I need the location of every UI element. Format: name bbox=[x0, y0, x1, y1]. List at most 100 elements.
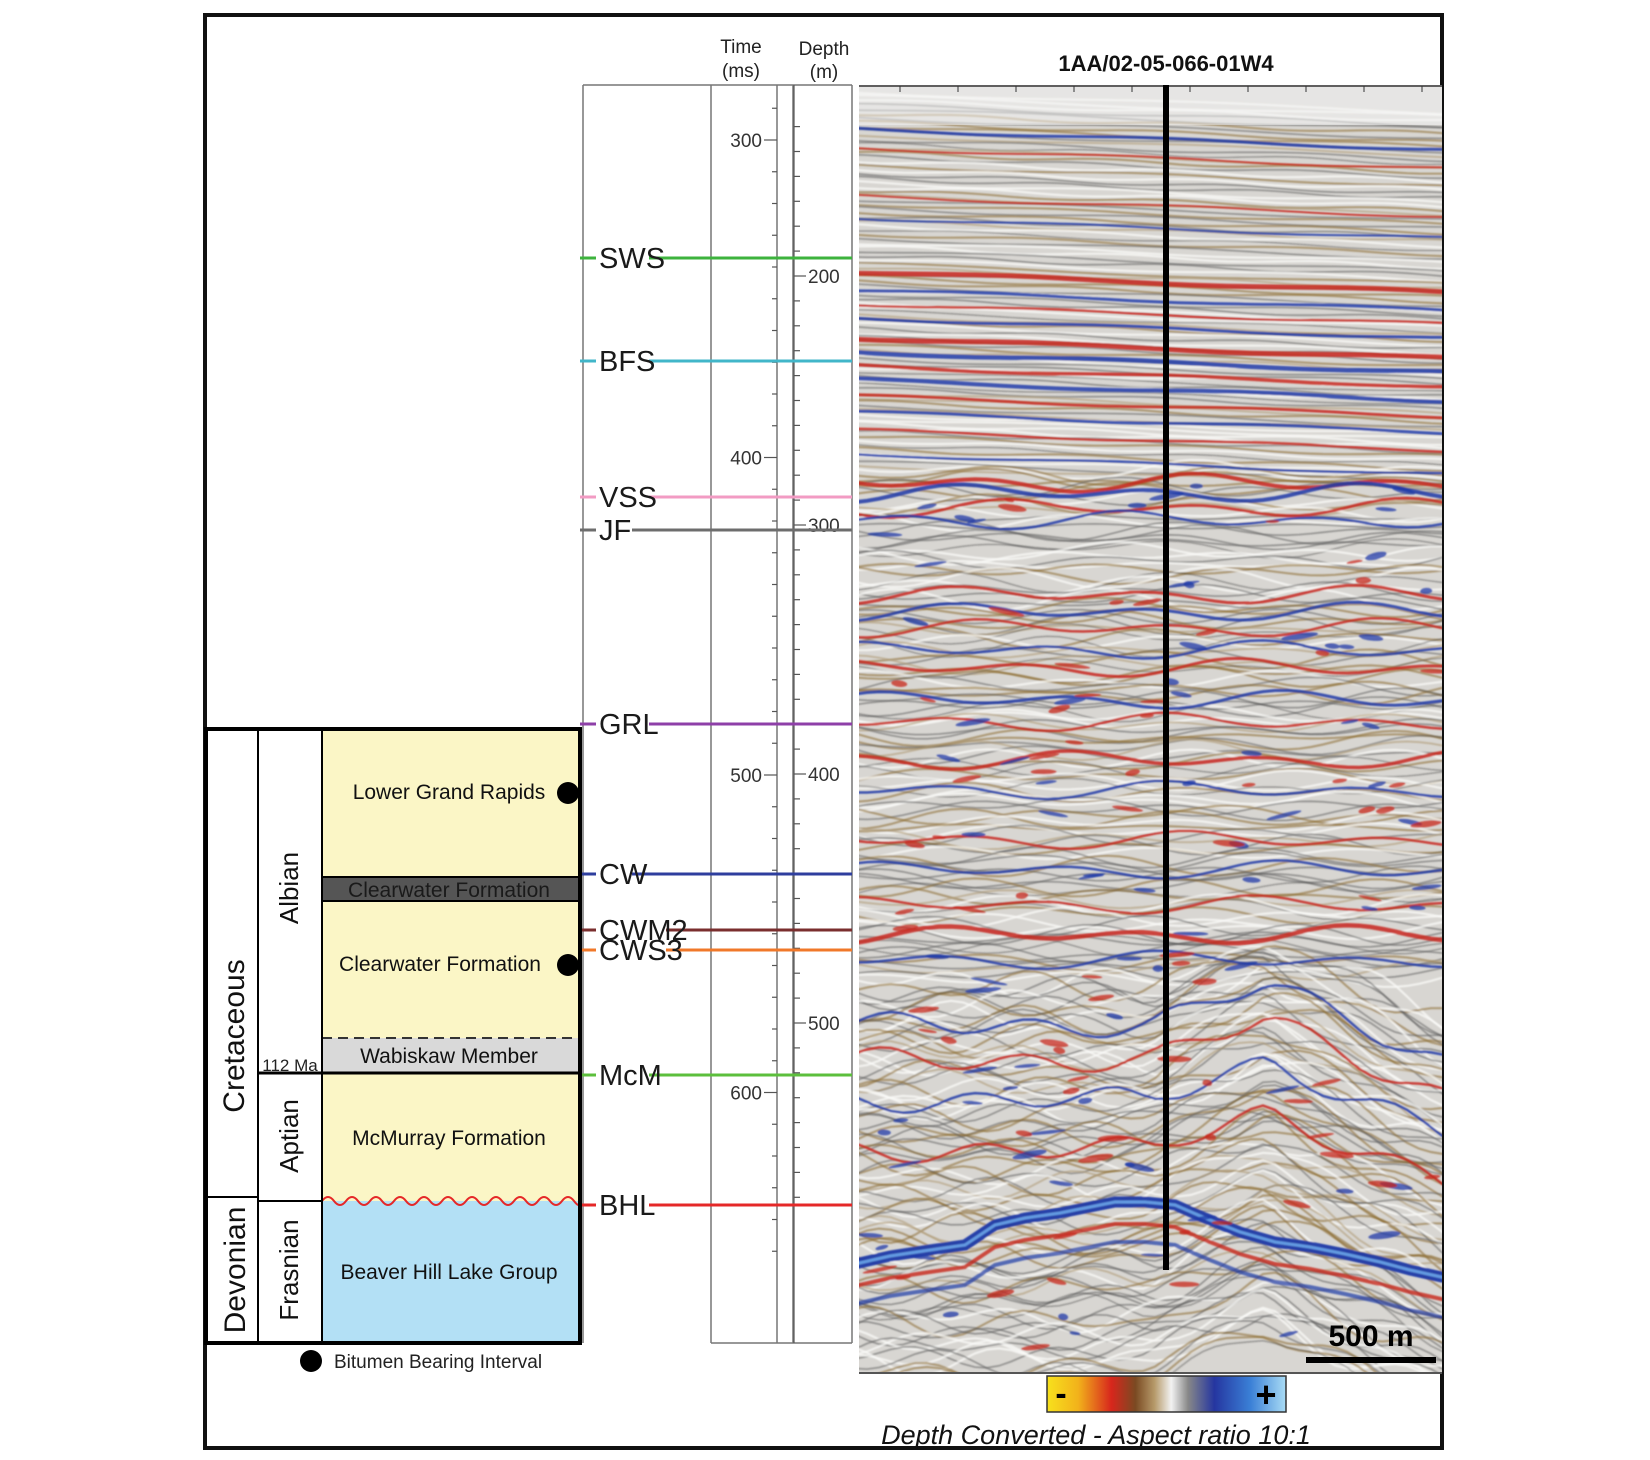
seismic-amplitude-blob bbox=[1419, 587, 1433, 594]
seismic-amplitude-blob bbox=[1140, 699, 1169, 704]
depth-tick-label: 200 bbox=[808, 267, 840, 288]
seismic-amplitude-blob bbox=[1361, 906, 1378, 911]
seismic-amplitude-blob bbox=[1311, 1078, 1342, 1087]
seismic-trace bbox=[859, 877, 1442, 898]
bitumen-marker-clearwater bbox=[557, 954, 579, 976]
seismic-trace bbox=[859, 1285, 1442, 1362]
seismic-amplitude-blob bbox=[1212, 839, 1245, 847]
seismic-trace bbox=[859, 865, 1442, 884]
amplitude-colorbar: - + bbox=[1046, 1374, 1287, 1415]
seismic-amplitude-blob bbox=[1039, 1039, 1069, 1048]
seismic-reflector bbox=[859, 779, 1442, 801]
seismic-amplitude-blob bbox=[1355, 577, 1372, 584]
seismic-trace bbox=[859, 717, 1442, 740]
seismic-trace bbox=[859, 1138, 1442, 1218]
seismic-trace bbox=[859, 657, 1442, 679]
seismic-amplitude-blob bbox=[953, 906, 987, 914]
seismic-amplitude-blob bbox=[1281, 632, 1318, 641]
seismic-amplitude-blob bbox=[1035, 780, 1057, 785]
seismic-trace bbox=[859, 169, 1442, 191]
seismic-amplitude-blob bbox=[1424, 1174, 1441, 1180]
seismic-trace bbox=[859, 1040, 1442, 1094]
seismic-amplitude-blob bbox=[1368, 1231, 1401, 1240]
seismic-trace bbox=[859, 261, 1442, 284]
seismic-amplitude-blob bbox=[1065, 740, 1084, 745]
seismic-trace bbox=[859, 1052, 1442, 1127]
seismic-amplitude-blob bbox=[1171, 960, 1191, 966]
seismic-trace bbox=[859, 308, 1442, 335]
seismic-trace bbox=[859, 420, 1442, 446]
seismic-amplitude-blob bbox=[1375, 806, 1395, 814]
seismic-amplitude-blob bbox=[1020, 1344, 1050, 1351]
seismic-trace bbox=[859, 1319, 1382, 1373]
seismic-amplitude-blob bbox=[1012, 1149, 1047, 1160]
seismic-amplitude-blob bbox=[936, 754, 961, 763]
time-header-line1: Time bbox=[720, 37, 762, 58]
seismic-trace bbox=[859, 150, 1442, 175]
seismic-reflector bbox=[859, 859, 1442, 880]
seismic-reflector bbox=[859, 894, 1442, 915]
seismic-amplitude-blob bbox=[1332, 778, 1348, 784]
seismic-trace bbox=[859, 141, 1442, 166]
seismic-trace bbox=[859, 1008, 1442, 1079]
seismic-reflector bbox=[859, 126, 1442, 151]
seismic-amplitude-blob bbox=[1283, 1099, 1313, 1104]
seismic-reflector bbox=[859, 409, 1442, 436]
seismic-amplitude-blob bbox=[1358, 806, 1376, 814]
basement-reflector-highlight bbox=[859, 1200, 1442, 1279]
seismic-trace bbox=[859, 467, 1442, 490]
seismic-amplitude-blob bbox=[961, 832, 986, 837]
seismic-trace bbox=[859, 294, 1442, 318]
seismic-trace bbox=[859, 822, 1442, 843]
seismic-reflector bbox=[859, 393, 1442, 420]
seismic-top-ticks bbox=[899, 86, 1423, 92]
seismic-amplitude-blob bbox=[909, 1254, 936, 1260]
seismic-amplitude-blob bbox=[1013, 1063, 1041, 1069]
period-label-devonian: Devonian bbox=[219, 1207, 252, 1334]
seismic-trace bbox=[859, 204, 1442, 225]
seismic-amplitude-blob bbox=[1030, 769, 1057, 775]
seismic-amplitude-blob bbox=[1054, 697, 1086, 705]
time-tick-label: 400 bbox=[730, 449, 762, 470]
seismic-amplitude-blob bbox=[1346, 559, 1363, 564]
seismic-trace bbox=[859, 1314, 1442, 1367]
depth-tick-label: 400 bbox=[808, 765, 840, 786]
seismic-trace bbox=[859, 139, 1442, 163]
seismic-amplitude-blob bbox=[1140, 1253, 1166, 1257]
seismic-trace bbox=[859, 187, 1442, 209]
seismic-amplitude-blob bbox=[1409, 905, 1426, 911]
seismic-trace bbox=[859, 153, 1442, 180]
seismic-amplitude-blob bbox=[1195, 629, 1218, 636]
seismic-amplitude-blob bbox=[1392, 486, 1416, 495]
seismic-reflector bbox=[859, 949, 1442, 971]
seismic-amplitude-blob bbox=[1179, 641, 1208, 651]
time-header-line2: (ms) bbox=[722, 61, 760, 82]
seismic-trace bbox=[859, 343, 1442, 367]
seismic-trace bbox=[859, 1260, 1442, 1335]
seismic-amplitude-blob bbox=[875, 1244, 889, 1251]
seismic-trace bbox=[859, 823, 1442, 833]
seismic-amplitude-blob bbox=[1172, 931, 1209, 936]
seismic-trace bbox=[859, 910, 1442, 933]
seismic-trace bbox=[859, 790, 1442, 813]
seismic-reflector bbox=[859, 376, 1442, 404]
seismic-amplitude-blob bbox=[1340, 719, 1359, 724]
seismic-trace bbox=[859, 1084, 1442, 1148]
seismic-trace bbox=[859, 446, 1442, 472]
seismic-reflector bbox=[859, 147, 1442, 169]
depth-header-line2: (m) bbox=[810, 62, 838, 83]
seismic-amplitude-blob bbox=[952, 775, 982, 783]
seismic-trace bbox=[859, 538, 1442, 559]
seismic-reflector bbox=[859, 1055, 1442, 1138]
seismic-amplitude-blob bbox=[1049, 1180, 1074, 1187]
time-tick-label: 300 bbox=[730, 131, 762, 152]
seismic-trace bbox=[859, 163, 1442, 187]
seismic-amplitude-blob bbox=[1368, 781, 1387, 788]
seismic-trace bbox=[859, 712, 1442, 734]
seismic-amplitude-blob bbox=[962, 1100, 983, 1105]
seismic-trace bbox=[859, 914, 1442, 938]
seismic-trace bbox=[859, 251, 1442, 272]
colorbar-minus-label: - bbox=[1055, 1375, 1066, 1413]
seismic-amplitude-blob bbox=[955, 718, 991, 727]
